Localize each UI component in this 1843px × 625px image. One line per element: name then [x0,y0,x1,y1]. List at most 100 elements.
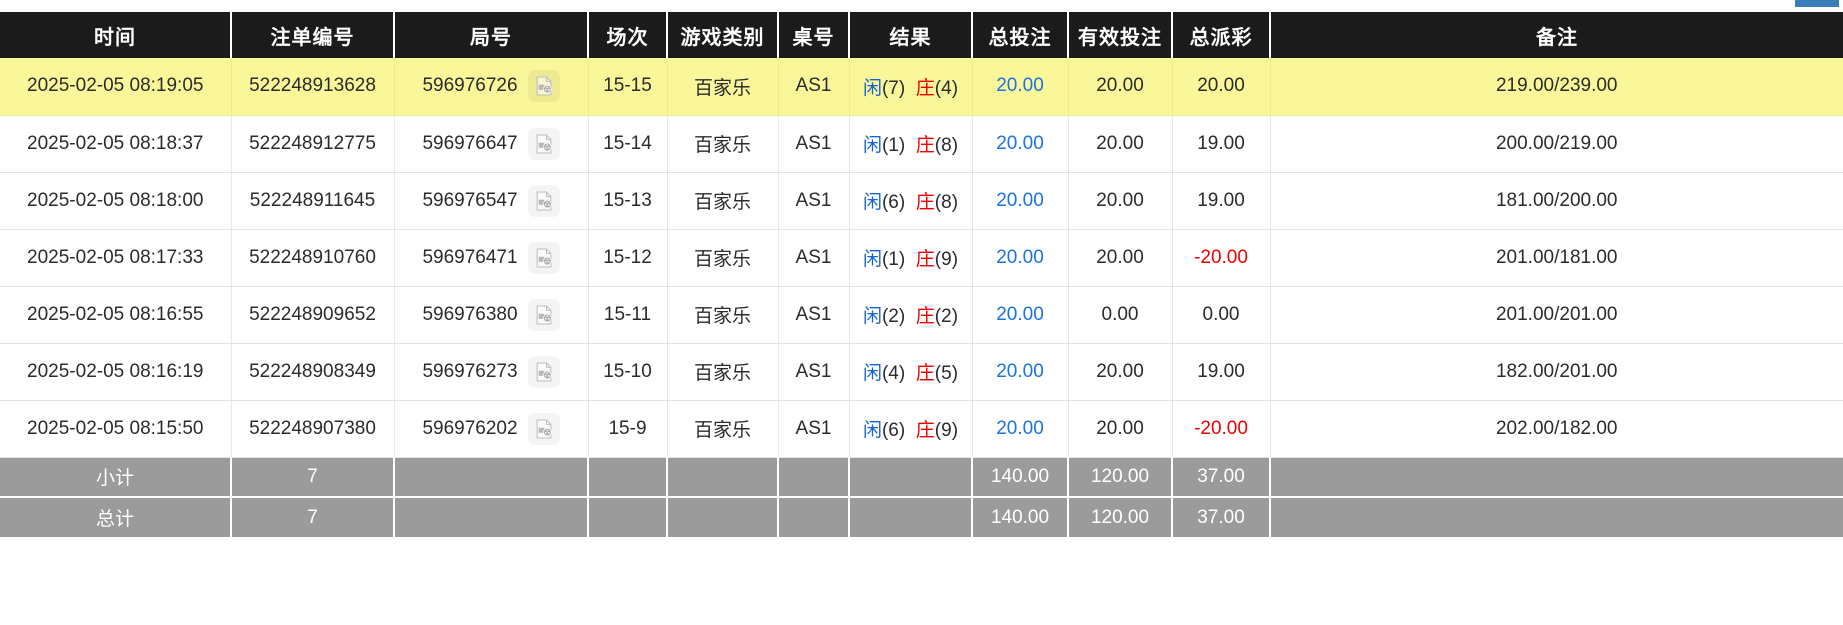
cell-remark: 219.00/239.00 [1270,58,1843,116]
table-row[interactable]: 2025-02-05 08:16:19 522248908349 596976273… [0,343,1843,401]
cell-payout: -20.00 [1172,229,1271,287]
column-header-total-bet[interactable]: 总投注 [972,12,1069,58]
cell-table-no: AS1 [778,172,850,230]
summary-payout: 37.00 [1172,497,1271,537]
total-bet-value[interactable]: 20.00 [996,360,1044,382]
payout-value: 19.00 [1197,189,1245,211]
payout-value: -20.00 [1194,246,1248,268]
cell-session: 15-10 [588,343,668,401]
cell-valid-bet: 20.00 [1068,115,1173,173]
round-no-text: 596976647 [422,132,518,154]
video-replay-icon[interactable] [527,241,560,274]
result-banker: 庄(9) [915,249,959,270]
video-replay-icon[interactable] [527,298,560,331]
total-bet-value[interactable]: 20.00 [996,417,1044,439]
round-no-text: 596976202 [422,417,518,439]
table-row[interactable]: 2025-02-05 08:19:05 522248913628 596976726… [0,58,1843,116]
cell-valid-bet: 20.00 [1068,400,1173,458]
column-header-payout[interactable]: 总派彩 [1172,12,1271,58]
round-no-text: 596976273 [422,360,518,382]
total-bet-value[interactable]: 20.00 [996,132,1044,154]
cell-table-no: AS1 [778,229,850,287]
summary-table-no [778,497,850,537]
cell-valid-bet: 20.00 [1068,172,1173,230]
table-row[interactable]: 2025-02-05 08:18:37 522248912775 596976647… [0,115,1843,173]
cell-order-no: 522248912775 [231,115,395,173]
total-bet-value[interactable]: 20.00 [996,246,1044,268]
summary-result [849,457,973,498]
records-table-container: 时间 注单编号 局号 场次 游戏类别 桌号 结果 总投注 有效投注 总派彩 备注… [0,12,1843,537]
cell-session: 15-13 [588,172,668,230]
table-row[interactable]: 2025-02-05 08:16:55 522248909652 596976380… [0,286,1843,344]
cell-result: 闲(1) 庄(9) [849,229,973,287]
cell-round-no: 596976202 [394,400,589,458]
top-accent-bar [1795,0,1839,7]
cell-total-bet: 20.00 [972,343,1069,401]
total-bet-value[interactable]: 20.00 [996,303,1044,325]
summary-count: 7 [231,457,395,498]
column-header-result[interactable]: 结果 [849,12,973,58]
total-bet-value[interactable]: 20.00 [996,75,1044,97]
result-player: 闲(6) [862,192,906,213]
cell-game-type: 百家乐 [667,229,779,287]
table-header-row: 时间 注单编号 局号 场次 游戏类别 桌号 结果 总投注 有效投注 总派彩 备注 [0,12,1843,58]
cell-result: 闲(1) 庄(8) [849,115,973,173]
column-header-time[interactable]: 时间 [0,12,232,58]
cell-game-type: 百家乐 [667,58,779,116]
column-header-table-no[interactable]: 桌号 [778,12,850,58]
column-header-remark[interactable]: 备注 [1270,12,1843,58]
video-replay-icon[interactable] [527,184,560,217]
video-replay-icon[interactable] [527,70,560,103]
result-player: 闲(7) [862,77,906,99]
cell-game-type: 百家乐 [667,115,779,173]
cell-total-bet: 20.00 [972,400,1069,458]
cell-order-no: 522248911645 [231,172,395,230]
cell-session: 15-15 [588,58,668,116]
cell-round-no: 596976547 [394,172,589,230]
summary-game-type [667,497,779,537]
cell-valid-bet: 20.00 [1068,343,1173,401]
valid-bet-value: 20.00 [1096,246,1144,268]
cell-game-type: 百家乐 [667,286,779,344]
cell-time: 2025-02-05 08:16:19 [0,343,232,401]
summary-count: 7 [231,497,395,537]
cell-total-bet: 20.00 [972,58,1069,116]
cell-time: 2025-02-05 08:18:00 [0,172,232,230]
table-row[interactable]: 2025-02-05 08:15:50 522248907380 596976202… [0,400,1843,458]
result-banker: 庄(8) [915,192,959,213]
column-header-valid-bet[interactable]: 有效投注 [1068,12,1173,58]
cell-result: 闲(6) 庄(8) [849,172,973,230]
result-player: 闲(1) [862,135,906,156]
column-header-game-type[interactable]: 游戏类别 [667,12,779,58]
cell-total-bet: 20.00 [972,115,1069,173]
cell-table-no: AS1 [778,115,850,173]
cell-order-no: 522248910760 [231,229,395,287]
video-replay-icon[interactable] [527,412,560,445]
cell-order-no: 522248908349 [231,343,395,401]
result-banker: 庄(8) [915,135,959,156]
cell-time: 2025-02-05 08:17:33 [0,229,232,287]
summary-round-no [394,457,589,498]
result-player: 闲(1) [862,249,906,270]
cell-total-bet: 20.00 [972,286,1069,344]
cell-payout: -20.00 [1172,400,1271,458]
table-header: 时间 注单编号 局号 场次 游戏类别 桌号 结果 总投注 有效投注 总派彩 备注 [0,12,1843,58]
total-bet-value[interactable]: 20.00 [996,189,1044,211]
cell-remark: 201.00/181.00 [1270,229,1843,287]
summary-remark [1270,497,1843,537]
valid-bet-value: 20.00 [1096,75,1144,97]
column-header-session[interactable]: 场次 [588,12,668,58]
result-banker: 庄(2) [915,306,959,327]
payout-value: 0.00 [1202,303,1240,325]
table-row[interactable]: 2025-02-05 08:17:33 522248910760 596976471… [0,229,1843,287]
cell-result: 闲(2) 庄(2) [849,286,973,344]
round-no-text: 596976726 [422,75,518,97]
cell-remark: 181.00/200.00 [1270,172,1843,230]
cell-payout: 19.00 [1172,343,1271,401]
cell-session: 15-12 [588,229,668,287]
column-header-order-no[interactable]: 注单编号 [231,12,395,58]
video-replay-icon[interactable] [527,355,560,388]
column-header-round-no[interactable]: 局号 [394,12,589,58]
video-replay-icon[interactable] [527,127,560,160]
table-row[interactable]: 2025-02-05 08:18:00 522248911645 596976547… [0,172,1843,230]
